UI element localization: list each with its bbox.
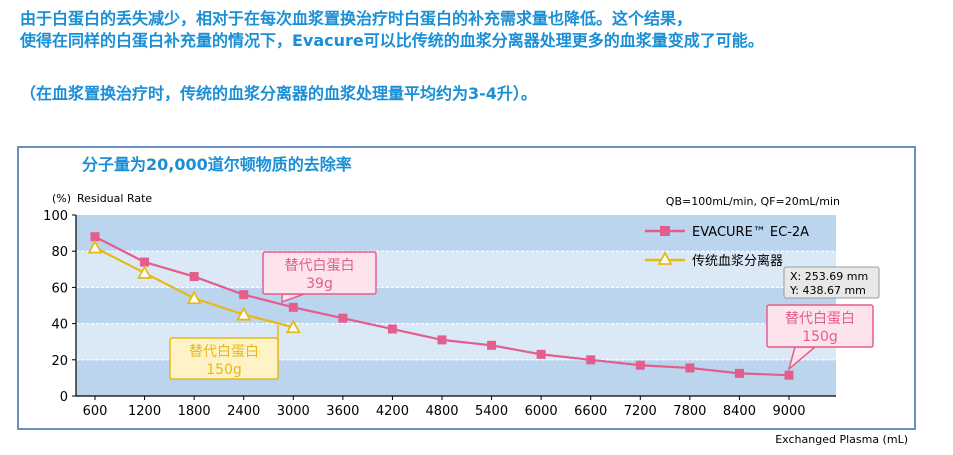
data-point-conventional <box>285 319 301 334</box>
x-tick-label: 1200 <box>128 404 161 419</box>
callout-label: 替代白蛋白 <box>189 344 259 360</box>
x-tick-label: 5400 <box>475 404 508 419</box>
data-point-evacure <box>784 370 794 380</box>
conditions-label: QB=100mL/min, QF=20mL/min <box>666 195 840 208</box>
y-tick-label: 80 <box>51 245 68 260</box>
x-tick-label: 2400 <box>227 404 260 419</box>
data-point-evacure <box>586 355 596 365</box>
data-point-evacure <box>635 360 645 370</box>
callout-label: 替代白蛋白 <box>785 311 855 327</box>
x-tick-label: 7800 <box>673 404 706 419</box>
data-point-conventional <box>87 239 103 254</box>
data-point-evacure <box>288 302 298 312</box>
data-point-evacure <box>487 340 497 350</box>
intro-text: 由于白蛋白的丢失减少，相对于在每次血浆置换治疗时白蛋白的补充需求量也降低。这个结… <box>20 8 945 52</box>
y-tick-label: 0 <box>60 390 68 405</box>
coordinate-tooltip: X: 253.69 mm Y: 438.67 mm <box>783 266 880 299</box>
legend-label-evacure: EVACURE™ EC-2A <box>692 225 809 240</box>
chart-title: 分子量为20,000道尔顿物质的去除率 <box>82 155 352 174</box>
x-tick-label: 8400 <box>723 404 756 419</box>
legend-marker-square <box>660 226 670 236</box>
data-point-evacure <box>189 272 199 282</box>
data-point-evacure <box>90 232 100 242</box>
intro-line-3: （在血浆置换治疗时，传统的血浆分离器的血浆处理量平均约为3-4升）。 <box>20 84 537 103</box>
data-point-evacure <box>734 368 744 378</box>
data-point-conventional <box>186 290 202 305</box>
x-tick-label: 4800 <box>425 404 458 419</box>
x-tick-label: 1800 <box>178 404 211 419</box>
intro-line-1: 由于白蛋白的丢失减少，相对于在每次血浆置换治疗时白蛋白的补充需求量也降低。这个结… <box>20 9 693 28</box>
data-point-evacure <box>437 335 447 345</box>
x-tick-label: 6000 <box>525 404 558 419</box>
x-tick-label: 3000 <box>277 404 310 419</box>
x-axis-label: Exchanged Plasma (mL) <box>775 433 908 446</box>
data-point-conventional <box>236 306 252 321</box>
y-tick-label: 100 <box>43 209 68 224</box>
x-tick-label: 9000 <box>772 404 805 419</box>
y-unit: (%) <box>52 192 71 205</box>
callout-box <box>262 251 377 295</box>
callout-value: 39g <box>306 276 333 292</box>
grid-band <box>76 287 836 324</box>
data-point-evacure <box>140 257 150 267</box>
intro-line-2: 使得在同样的白蛋白补充量的情况下，Evacure可以比传统的血浆分离器处理更多的… <box>20 31 764 50</box>
grid-band <box>76 251 836 288</box>
x-tick-label: 3600 <box>326 404 359 419</box>
legend-marker-triangle <box>657 251 673 265</box>
data-point-conventional <box>137 265 153 279</box>
x-tick-label: 600 <box>83 404 108 419</box>
y-tick-label: 40 <box>51 318 68 333</box>
x-tick-label: 7200 <box>624 404 657 419</box>
data-point-evacure <box>387 324 397 334</box>
callout-label: 替代白蛋白 <box>285 258 355 274</box>
legend-label-conventional: 传统血浆分离器 <box>692 253 783 269</box>
tooltip-y: Y: 438.67 mm <box>789 284 866 297</box>
y-axis-label: Residual Rate <box>77 192 152 205</box>
data-point-evacure <box>239 290 249 300</box>
chart-title-bar <box>20 149 913 181</box>
callout-value: 150g <box>206 362 242 378</box>
callout-box <box>766 304 874 348</box>
grid-band <box>76 215 836 252</box>
x-tick-label: 4200 <box>376 404 409 419</box>
tooltip-x: X: 253.69 mm <box>790 270 868 283</box>
data-point-evacure <box>338 313 348 323</box>
tooltip-box <box>783 266 880 299</box>
legend: EVACURE™ EC-2A 传统血浆分离器 <box>645 225 809 269</box>
data-point-evacure <box>536 349 546 359</box>
y-tick-label: 60 <box>51 281 68 296</box>
callout-value: 150g <box>802 329 838 345</box>
x-tick-label: 6600 <box>574 404 607 419</box>
data-point-evacure <box>685 363 695 373</box>
callout-box <box>169 337 279 380</box>
plot-area: 0 20 40 60 80 100 600 1200 1800 2400 3000 3600 4200 4… <box>43 209 874 419</box>
y-tick-label: 20 <box>51 354 68 369</box>
